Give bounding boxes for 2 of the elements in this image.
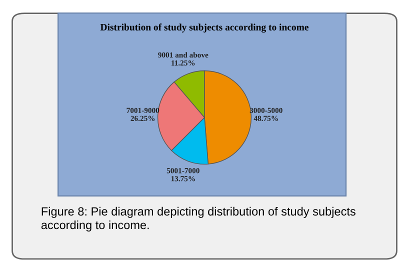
chart-title: Distribution of study subjects according to income [100,24,308,33]
caption: Figure 8: Pie diagram depicting distribution of study subjects according to income. [41,206,356,232]
